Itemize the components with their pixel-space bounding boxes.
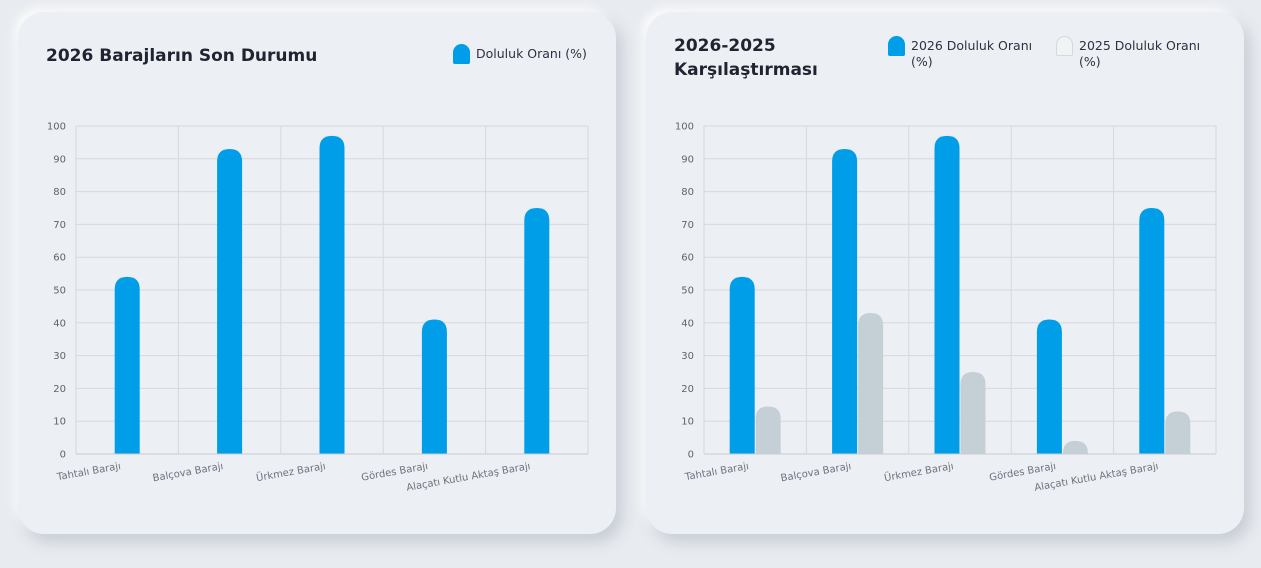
y-tick-label: 30 bbox=[681, 351, 694, 362]
legend-swatch-blue bbox=[453, 44, 470, 64]
bar-primary[interactable] bbox=[421, 319, 447, 454]
bar-primary[interactable] bbox=[319, 135, 345, 454]
dam-status-card: 2026 Barajların Son Durumu Doluluk Oranı… bbox=[18, 12, 616, 534]
bar-secondary[interactable] bbox=[1062, 440, 1088, 454]
bar-primary[interactable] bbox=[1139, 208, 1165, 454]
legend-swatch-gray bbox=[1056, 36, 1073, 56]
legend-item-2026[interactable]: 2026 Doluluk Oranı (%) bbox=[888, 36, 1048, 70]
legend-item-doluluk[interactable]: Doluluk Oranı (%) bbox=[453, 44, 587, 64]
y-tick-label: 60 bbox=[681, 253, 694, 264]
legend-item-2025[interactable]: 2025 Doluluk Oranı (%) bbox=[1056, 36, 1206, 70]
bar-primary[interactable] bbox=[832, 148, 858, 454]
y-tick-label: 70 bbox=[681, 220, 694, 231]
y-tick-label: 50 bbox=[681, 286, 694, 297]
x-tick-label: Balçova Barajı bbox=[152, 461, 224, 484]
bar-primary[interactable] bbox=[217, 148, 243, 454]
bar-secondary[interactable] bbox=[1165, 411, 1191, 454]
y-tick-label: 10 bbox=[53, 417, 66, 428]
y-tick-label: 0 bbox=[60, 450, 66, 461]
legend-swatch-blue bbox=[888, 36, 905, 56]
x-tick-label: Ürkmez Barajı bbox=[255, 459, 327, 484]
y-tick-label: 10 bbox=[681, 417, 694, 428]
legend-label: Doluluk Oranı (%) bbox=[476, 46, 587, 61]
comparison-bar-chart: 0 10 20 30 40 50 60 70 80 90 100 Tahtalı Barajı Balç… bbox=[675, 122, 1217, 494]
bar-primary[interactable] bbox=[1036, 319, 1062, 454]
y-tick-label: 100 bbox=[47, 122, 66, 133]
legend-label: 2025 Doluluk Oranı (%) bbox=[1079, 38, 1201, 69]
y-tick-label: 70 bbox=[53, 220, 66, 231]
x-tick-label: Tahtalı Barajı bbox=[55, 461, 121, 483]
bar-primary[interactable] bbox=[114, 276, 140, 454]
y-tick-label: 80 bbox=[681, 187, 694, 198]
y-tick-label: 0 bbox=[688, 450, 694, 461]
y-tick-label: 90 bbox=[53, 154, 66, 165]
chart-title: 2026 Barajların Son Durumu bbox=[46, 46, 318, 66]
bar-primary[interactable] bbox=[729, 276, 755, 454]
y-tick-label: 20 bbox=[681, 384, 694, 395]
chart-title: 2026-2025 Karşılaştırması bbox=[674, 36, 818, 80]
y-tick-label: 80 bbox=[53, 187, 66, 198]
bar-secondary[interactable] bbox=[858, 312, 884, 454]
x-tick-label: Balçova Barajı bbox=[780, 461, 852, 484]
y-tick-label: 30 bbox=[53, 351, 66, 362]
y-tick-label: 90 bbox=[681, 154, 694, 165]
y-tick-label: 20 bbox=[53, 384, 66, 395]
y-tick-label: 60 bbox=[53, 253, 66, 264]
y-tick-label: 40 bbox=[681, 318, 694, 329]
bar-primary[interactable] bbox=[934, 135, 960, 454]
x-tick-label: Tahtalı Barajı bbox=[683, 461, 749, 483]
y-tick-label: 50 bbox=[53, 286, 66, 297]
y-tick-label: 40 bbox=[53, 318, 66, 329]
x-tick-label: Ürkmez Barajı bbox=[883, 459, 955, 484]
bar-primary[interactable] bbox=[524, 208, 550, 454]
dam-status-bar-chart: 0 10 20 30 40 50 60 70 80 90 100 Tahtalı Barajı Balç… bbox=[47, 122, 589, 494]
bar-secondary[interactable] bbox=[755, 406, 781, 454]
comparison-card: 2026-2025 Karşılaştırması 2026 Doluluk O… bbox=[646, 12, 1244, 534]
legend-label: 2026 Doluluk Oranı (%) bbox=[911, 38, 1033, 69]
bar-secondary[interactable] bbox=[960, 372, 986, 454]
y-tick-label: 100 bbox=[675, 122, 694, 133]
